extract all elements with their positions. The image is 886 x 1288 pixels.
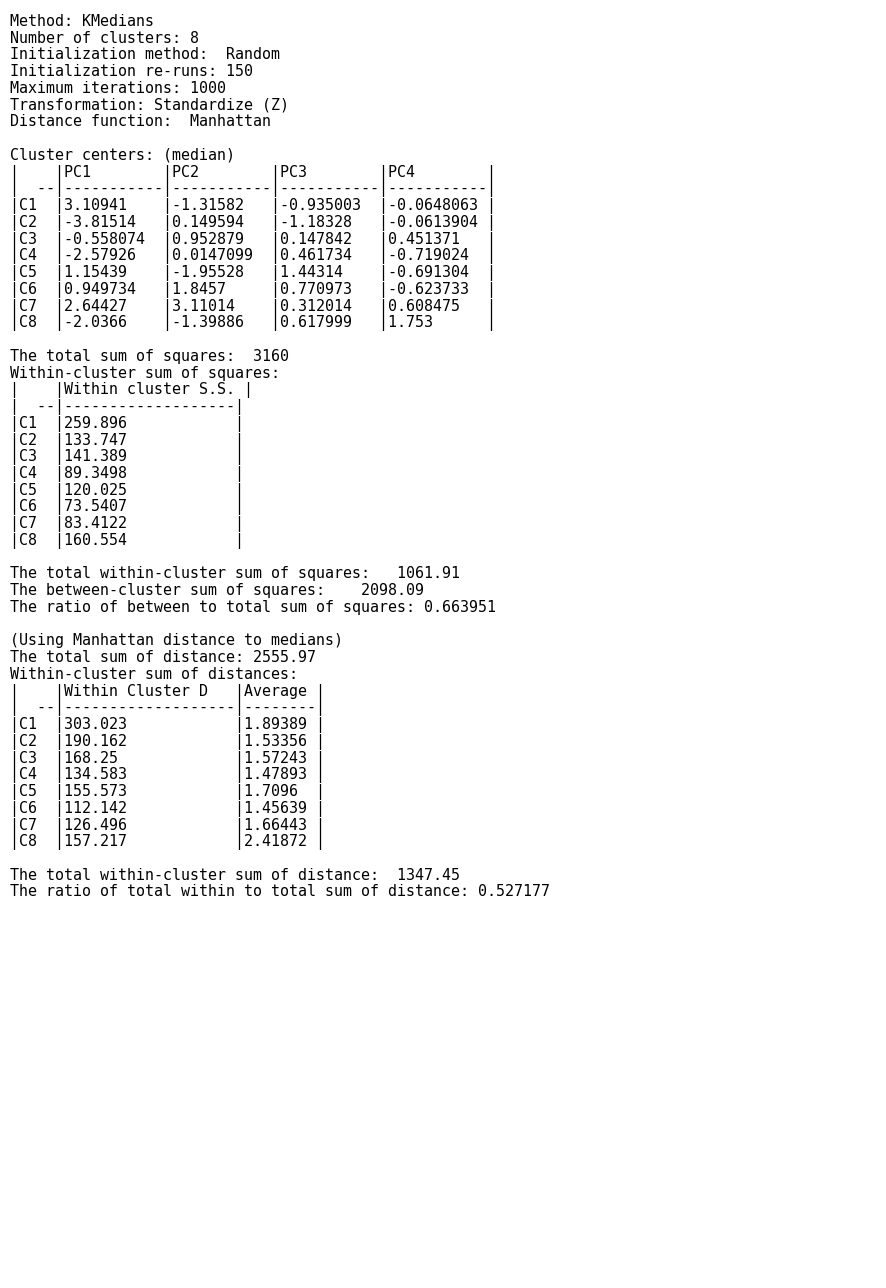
Text: |    |PC1        |PC2        |PC3        |PC4        |: | |PC1 |PC2 |PC3 |PC4 | (10, 165, 496, 180)
Text: |C3  |141.389            |: |C3 |141.389 | (10, 450, 244, 465)
Text: |C5  |120.025            |: |C5 |120.025 | (10, 483, 244, 498)
Text: Maximum iterations: 1000: Maximum iterations: 1000 (10, 81, 226, 97)
Text: |C4  |89.3498            |: |C4 |89.3498 | (10, 466, 244, 482)
Text: |  --|-------------------|--------|: | --|-------------------|--------| (10, 701, 325, 716)
Text: |C2  |-3.81514   |0.149594   |-1.18328   |-0.0613904 |: |C2 |-3.81514 |0.149594 |-1.18328 |-0.06… (10, 215, 496, 231)
Text: |C8  |-2.0366    |-1.39886   |0.617999   |1.753      |: |C8 |-2.0366 |-1.39886 |0.617999 |1.753 … (10, 316, 496, 331)
Text: |C7  |126.496            |1.66443 |: |C7 |126.496 |1.66443 | (10, 818, 325, 833)
Text: Initialization method:  Random: Initialization method: Random (10, 48, 280, 63)
Text: |C7  |2.64427    |3.11014    |0.312014   |0.608475   |: |C7 |2.64427 |3.11014 |0.312014 |0.60847… (10, 299, 496, 314)
Text: |    |Within Cluster D   |Average |: | |Within Cluster D |Average | (10, 684, 325, 699)
Text: Within-cluster sum of squares:: Within-cluster sum of squares: (10, 366, 280, 380)
Text: Distance function:  Manhattan: Distance function: Manhattan (10, 115, 271, 129)
Text: Initialization re-runs: 150: Initialization re-runs: 150 (10, 64, 253, 80)
Text: |C4  |134.583            |1.47893 |: |C4 |134.583 |1.47893 | (10, 768, 325, 783)
Text: The total sum of squares:  3160: The total sum of squares: 3160 (10, 349, 289, 363)
Text: |C5  |1.15439    |-1.95528   |1.44314    |-0.691304  |: |C5 |1.15439 |-1.95528 |1.44314 |-0.6913… (10, 265, 496, 281)
Text: |C6  |73.5407            |: |C6 |73.5407 | (10, 500, 244, 515)
Text: |C1  |303.023            |1.89389 |: |C1 |303.023 |1.89389 | (10, 717, 325, 733)
Text: The total sum of distance: 2555.97: The total sum of distance: 2555.97 (10, 650, 316, 665)
Text: |    |Within cluster S.S. |: | |Within cluster S.S. | (10, 383, 253, 398)
Text: |C2  |190.162            |1.53356 |: |C2 |190.162 |1.53356 | (10, 734, 325, 750)
Text: |C1  |259.896            |: |C1 |259.896 | (10, 416, 244, 431)
Text: The total within-cluster sum of distance:  1347.45: The total within-cluster sum of distance… (10, 868, 460, 882)
Text: Transformation: Standardize (Z): Transformation: Standardize (Z) (10, 98, 289, 113)
Text: |  --|-----------|-----------|-----------|-----------|: | --|-----------|-----------|-----------… (10, 182, 496, 197)
Text: (Using Manhattan distance to medians): (Using Manhattan distance to medians) (10, 634, 343, 648)
Text: The total within-cluster sum of squares:   1061.91: The total within-cluster sum of squares:… (10, 567, 460, 581)
Text: |C1  |3.10941    |-1.31582   |-0.935003  |-0.0648063 |: |C1 |3.10941 |-1.31582 |-0.935003 |-0.06… (10, 198, 496, 214)
Text: Cluster centers: (median): Cluster centers: (median) (10, 148, 235, 162)
Text: |C5  |155.573            |1.7096  |: |C5 |155.573 |1.7096 | (10, 784, 325, 800)
Text: |C3  |168.25             |1.57243 |: |C3 |168.25 |1.57243 | (10, 751, 325, 766)
Text: The between-cluster sum of squares:    2098.09: The between-cluster sum of squares: 2098… (10, 583, 424, 598)
Text: The ratio of total within to total sum of distance: 0.527177: The ratio of total within to total sum o… (10, 885, 550, 899)
Text: |C2  |133.747            |: |C2 |133.747 | (10, 433, 244, 448)
Text: |C7  |83.4122            |: |C7 |83.4122 | (10, 516, 244, 532)
Text: The ratio of between to total sum of squares: 0.663951: The ratio of between to total sum of squ… (10, 600, 496, 614)
Text: |C4  |-2.57926   |0.0147099  |0.461734   |-0.719024  |: |C4 |-2.57926 |0.0147099 |0.461734 |-0.7… (10, 249, 496, 264)
Text: |C6  |0.949734   |1.8457     |0.770973   |-0.623733  |: |C6 |0.949734 |1.8457 |0.770973 |-0.6237… (10, 282, 496, 298)
Text: |C3  |-0.558074  |0.952879   |0.147842   |0.451371   |: |C3 |-0.558074 |0.952879 |0.147842 |0.45… (10, 232, 496, 247)
Text: |C8  |160.554            |: |C8 |160.554 | (10, 533, 244, 549)
Text: Within-cluster sum of distances:: Within-cluster sum of distances: (10, 667, 298, 681)
Text: Method: KMedians: Method: KMedians (10, 14, 154, 30)
Text: |C6  |112.142            |1.45639 |: |C6 |112.142 |1.45639 | (10, 801, 325, 817)
Text: |C8  |157.217            |2.41872 |: |C8 |157.217 |2.41872 | (10, 835, 325, 850)
Text: |  --|-------------------|: | --|-------------------| (10, 399, 244, 415)
Text: Number of clusters: 8: Number of clusters: 8 (10, 31, 199, 46)
